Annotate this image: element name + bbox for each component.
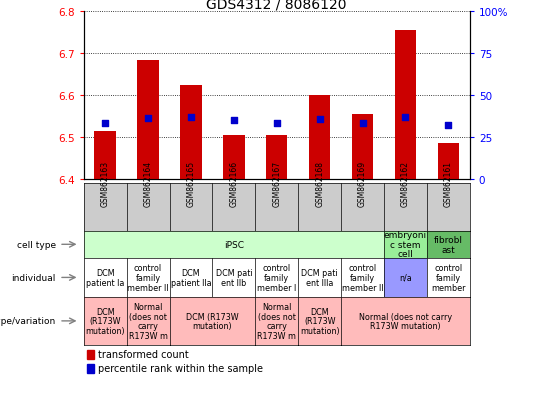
Text: GSM862163: GSM862163	[100, 161, 110, 206]
Point	[101, 120, 110, 126]
Point	[444, 123, 453, 129]
Bar	[266, 136, 287, 180]
Bar	[94, 132, 116, 180]
Text: transformed count: transformed count	[98, 349, 189, 359]
Text: control
family
member: control family member	[431, 263, 465, 292]
Text: GSM862166: GSM862166	[230, 161, 238, 206]
Text: DCM (R173W
mutation): DCM (R173W mutation)	[186, 312, 239, 330]
Text: DCM
patient Ia: DCM patient Ia	[86, 268, 124, 287]
Text: individual: individual	[11, 273, 56, 282]
Bar	[223, 136, 245, 180]
Bar	[437, 144, 459, 180]
Text: control
family
member II: control family member II	[127, 263, 169, 292]
Text: GSM862167: GSM862167	[272, 161, 281, 206]
Text: control
family
member II: control family member II	[342, 263, 383, 292]
Text: DCM
(R173W
mutation): DCM (R173W mutation)	[300, 307, 340, 335]
Bar	[352, 115, 373, 180]
Text: fibrobl
ast: fibrobl ast	[434, 235, 463, 254]
Text: GSM862165: GSM862165	[186, 161, 195, 206]
Text: DCM pati
ent IIb: DCM pati ent IIb	[215, 268, 252, 287]
Bar	[137, 60, 159, 180]
Text: GSM862161: GSM862161	[444, 161, 453, 206]
Point	[144, 116, 152, 122]
Text: iPSC: iPSC	[224, 240, 244, 249]
Text: Normal
(does not
carry
R173W m: Normal (does not carry R173W m	[257, 302, 296, 340]
Text: GSM862162: GSM862162	[401, 161, 410, 206]
Point	[230, 117, 238, 123]
Bar	[395, 31, 416, 180]
Text: Normal
(does not
carry
R173W m: Normal (does not carry R173W m	[129, 302, 167, 340]
Text: DCM
(R173W
mutation): DCM (R173W mutation)	[85, 307, 125, 335]
Point	[273, 120, 281, 126]
Text: genotype/variation: genotype/variation	[0, 317, 56, 325]
Text: Normal (does not carry
R173W mutation): Normal (does not carry R173W mutation)	[359, 312, 452, 330]
Bar	[309, 96, 330, 180]
Title: GDS4312 / 8086120: GDS4312 / 8086120	[206, 0, 347, 11]
Text: GSM862169: GSM862169	[358, 161, 367, 206]
Text: cell type: cell type	[17, 240, 56, 249]
Text: control
family
member I: control family member I	[257, 263, 296, 292]
Bar	[86, 364, 94, 373]
Point	[187, 114, 195, 121]
Text: GSM862164: GSM862164	[144, 161, 153, 206]
Text: DCM
patient IIa: DCM patient IIa	[171, 268, 211, 287]
Bar	[86, 350, 94, 359]
Text: percentile rank within the sample: percentile rank within the sample	[98, 363, 263, 373]
Text: GSM862168: GSM862168	[315, 161, 324, 206]
Point	[358, 120, 367, 126]
Text: n/a: n/a	[399, 273, 412, 282]
Point	[315, 116, 324, 123]
Text: embryoni
c stem
cell: embryoni c stem cell	[384, 230, 427, 259]
Text: DCM pati
ent IIIa: DCM pati ent IIIa	[301, 268, 338, 287]
Bar	[180, 85, 201, 180]
Point	[401, 114, 410, 121]
